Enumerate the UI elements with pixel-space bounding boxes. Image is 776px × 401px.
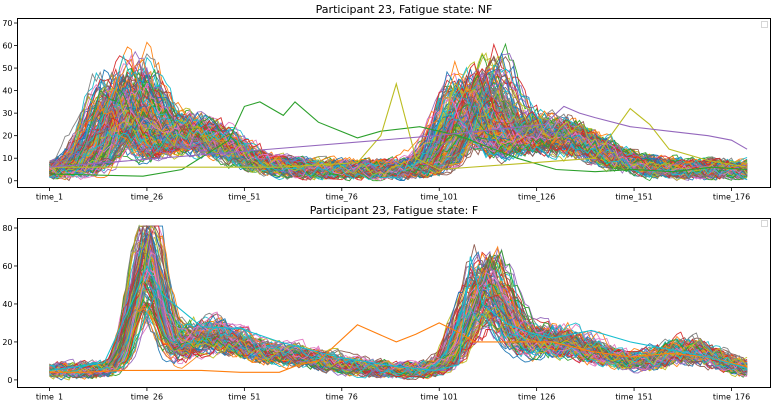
outlier-series-line xyxy=(49,81,748,171)
y-tick-label: 20 xyxy=(2,132,12,141)
bottom-panel-title: Participant 23, Fatigue state: F xyxy=(310,204,478,217)
x-tick-label: time_126 xyxy=(518,393,555,401)
top-panel-lines xyxy=(49,41,748,182)
x-tick-label: time_101 xyxy=(421,393,458,401)
series-line xyxy=(49,235,748,379)
y-tick-label: 80 xyxy=(2,224,12,233)
y-tick-label: 40 xyxy=(2,87,12,96)
x-tick-label: time_1 xyxy=(36,193,63,202)
series-line xyxy=(49,73,748,173)
y-tick-label: 0 xyxy=(7,177,12,186)
bottom-panel-axes: 0 20 40 60 80 time_1 time_26 time_51 time_76 time… xyxy=(2,224,750,401)
y-tick-label: 20 xyxy=(2,338,12,347)
series-line xyxy=(49,85,748,180)
series-line xyxy=(49,225,748,373)
series-line xyxy=(49,245,748,375)
x-tick-label: time_51 xyxy=(228,193,260,202)
y-tick-label: 40 xyxy=(2,300,12,309)
top-panel-legend-box xyxy=(761,21,768,28)
x-tick-label: time_76 xyxy=(326,393,358,401)
y-tick-label: 0 xyxy=(7,376,12,385)
x-tick-label: time_176 xyxy=(713,193,750,202)
outlier-series-line xyxy=(49,105,748,168)
x-tick-label: time_26 xyxy=(131,393,163,401)
top-panel-axes: 0 10 20 30 40 50 60 70 time_1 time_26 time_51 time_… xyxy=(2,19,750,201)
outlier-series-line xyxy=(49,101,748,177)
series-line xyxy=(49,97,748,180)
outlier-series-line xyxy=(49,256,748,371)
series-line xyxy=(49,263,748,379)
top-panel-title: Participant 23, Fatigue state: NF xyxy=(316,3,493,16)
y-tick-label: 30 xyxy=(2,109,12,118)
top-panel-frame xyxy=(17,18,771,188)
series-line xyxy=(49,82,748,177)
x-tick-label: time_101 xyxy=(421,193,458,202)
x-tick-label: time_26 xyxy=(131,193,163,202)
x-tick-label: time_176 xyxy=(713,393,750,401)
y-tick-label: 60 xyxy=(2,262,12,271)
y-tick-label: 70 xyxy=(2,19,12,28)
series-line xyxy=(49,266,748,374)
bottom-panel: Participant 23, Fatigue state: F 0 20 40 60… xyxy=(2,204,771,401)
bottom-panel-legend-box xyxy=(761,220,768,227)
y-tick-label: 50 xyxy=(2,64,12,73)
series-line xyxy=(49,108,748,181)
top-panel: Participant 23, Fatigue state: NF 0 10 20 3… xyxy=(2,3,771,202)
x-tick-label: time_151 xyxy=(615,393,652,401)
y-tick-label: 10 xyxy=(2,154,12,163)
bottom-panel-lines xyxy=(49,224,748,381)
x-tick-label: time_126 xyxy=(518,193,555,202)
outlier-series-line xyxy=(49,322,748,373)
x-tick-label: time_1 xyxy=(36,393,63,401)
y-tick-label: 60 xyxy=(2,42,12,51)
series-line xyxy=(49,72,748,177)
bottom-panel-frame xyxy=(17,218,771,388)
series-line xyxy=(49,76,748,177)
x-tick-label: time_51 xyxy=(228,393,260,401)
x-tick-label: time_151 xyxy=(615,193,652,202)
series-line xyxy=(49,81,748,177)
x-tick-label: time_76 xyxy=(326,193,358,202)
